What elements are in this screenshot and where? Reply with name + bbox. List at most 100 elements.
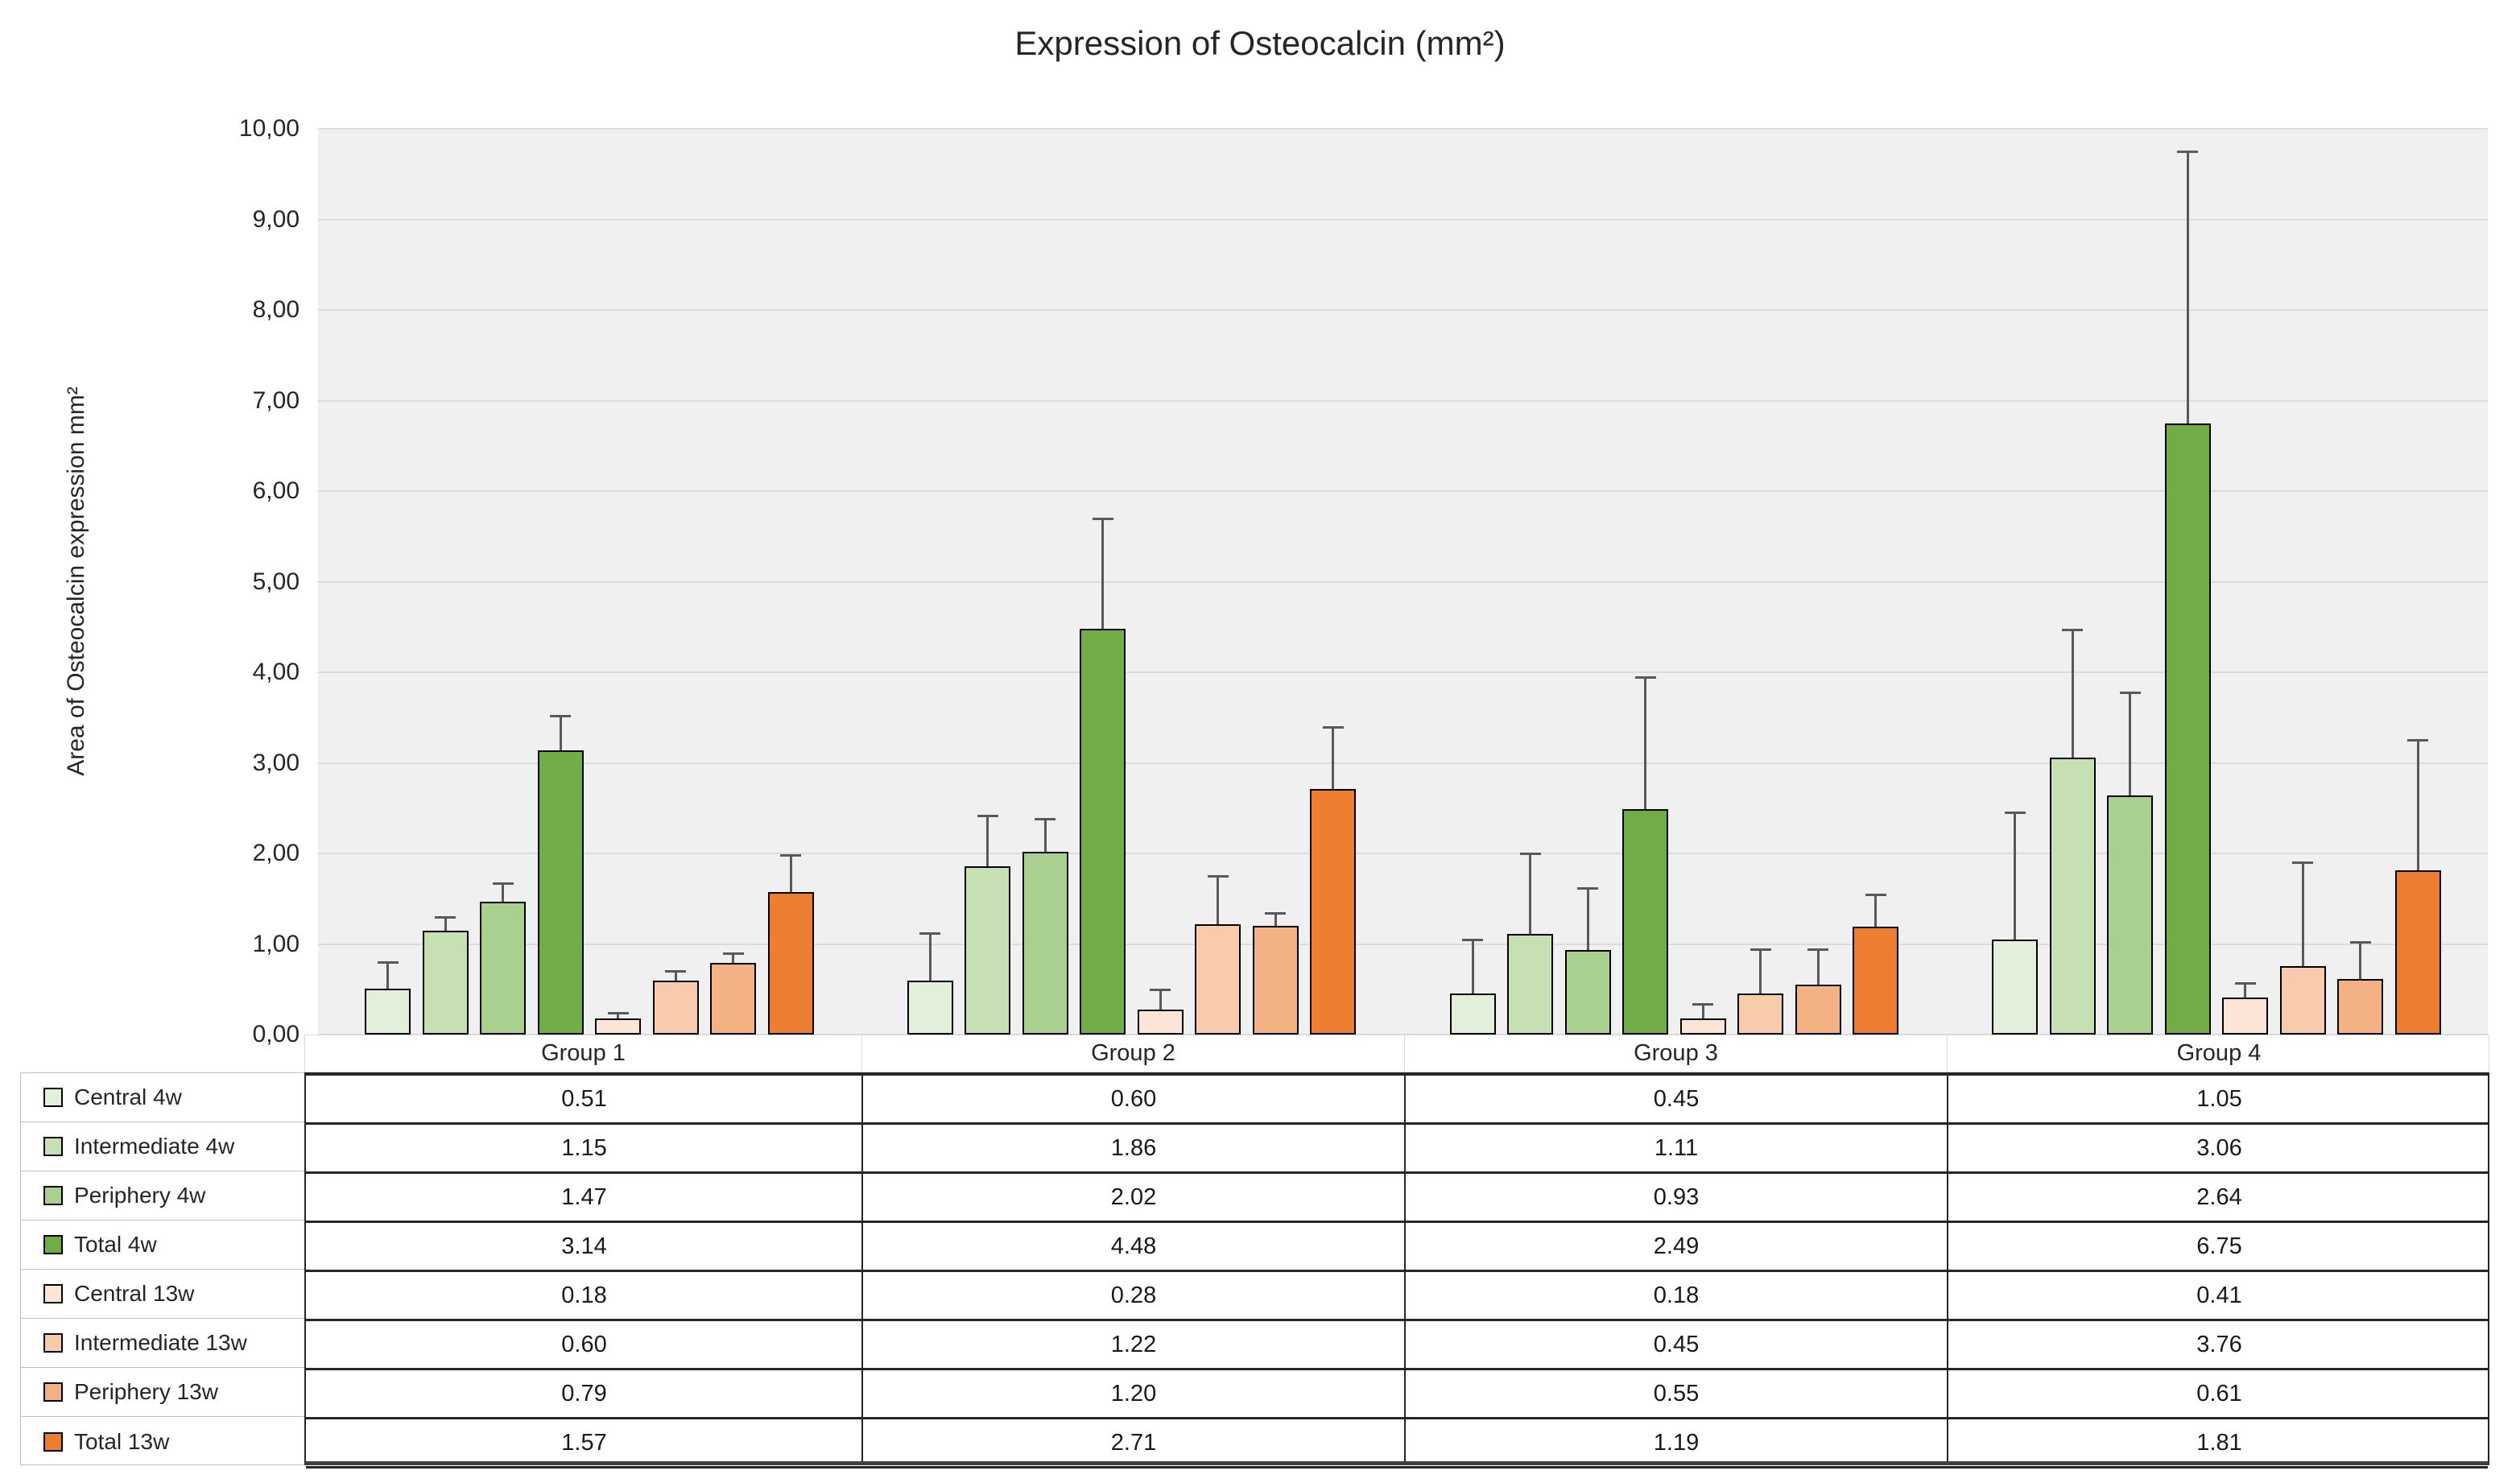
legend-key-swatch-icon <box>43 1382 63 1402</box>
bar-total-13w-group-2[interactable] <box>1310 789 1357 1035</box>
table-value-intermediate-4w-group-1: 1.15 <box>561 1134 607 1161</box>
table-value-periphery-13w-group-4: 0.61 <box>2196 1380 2242 1407</box>
bar-total-13w-group-3[interactable] <box>1853 927 1899 1035</box>
legend-item-periphery-4w[interactable]: Periphery 4w <box>21 1171 304 1221</box>
bar-periphery-13w-group-4[interactable] <box>2337 979 2384 1035</box>
bar-intermediate-4w-group-2[interactable] <box>965 865 1011 1035</box>
error-bar-line <box>674 971 677 981</box>
error-bar-cap <box>1092 517 1113 520</box>
table-column-separator <box>1404 1076 1406 1461</box>
legend-item-total-4w[interactable]: Total 4w <box>21 1221 304 1270</box>
bar-central-13w-group-2[interactable] <box>1137 1009 1184 1035</box>
table-value-central-4w-group-1: 0.51 <box>561 1085 607 1112</box>
table-value-central-13w-group-2: 0.28 <box>1110 1282 1157 1308</box>
legend-key-swatch-icon <box>43 1431 63 1452</box>
legend-item-central-4w[interactable]: Central 4w <box>21 1073 304 1122</box>
bar-intermediate-13w-group-4[interactable] <box>2279 965 2326 1035</box>
table-value-intermediate-4w-group-2: 1.86 <box>1110 1134 1157 1161</box>
legend-item-periphery-13w[interactable]: Periphery 13w <box>21 1368 304 1417</box>
error-bar-line <box>1644 676 1647 809</box>
table-value-periphery-13w-group-1: 0.79 <box>561 1380 607 1407</box>
error-bar-line <box>2359 942 2362 980</box>
error-bar-line <box>1043 819 1047 852</box>
y-tick-label: 6,00 <box>252 477 300 504</box>
bar-total-4w-group-2[interactable] <box>1080 629 1126 1035</box>
bar-periphery-4w-group-2[interactable] <box>1022 851 1068 1035</box>
table-value-total-13w-group-4: 1.81 <box>2196 1429 2242 1456</box>
bar-intermediate-13w-group-2[interactable] <box>1195 923 1241 1035</box>
table-value-periphery-4w-group-2: 2.02 <box>1110 1184 1157 1210</box>
bar-total-4w-group-1[interactable] <box>537 750 584 1035</box>
category-axis-row: Group 1 Group 2 Group 3 Group 4 <box>304 1035 2489 1072</box>
bar-total-13w-group-4[interactable] <box>2394 870 2441 1035</box>
legend-item-central-13w[interactable]: Central 13w <box>21 1270 304 1319</box>
bar-total-13w-group-1[interactable] <box>767 892 814 1035</box>
table-value-intermediate-13w-group-4: 3.76 <box>2196 1331 2242 1357</box>
bar-intermediate-4w-group-1[interactable] <box>422 930 469 1035</box>
bar-periphery-4w-group-4[interactable] <box>2107 795 2154 1035</box>
bar-periphery-13w-group-3[interactable] <box>1795 985 1841 1035</box>
table-column-separator <box>861 1076 863 1461</box>
bar-intermediate-4w-group-4[interactable] <box>2049 757 2096 1035</box>
error-bar-cap <box>1692 1002 1714 1006</box>
error-bar-line <box>1217 876 1220 924</box>
bar-central-4w-group-1[interactable] <box>365 988 411 1035</box>
table-value-total-4w-group-1: 3.14 <box>561 1233 607 1259</box>
chart-legend[interactable]: Central 4w Intermediate 4w Periphery 4w Tot… <box>20 1072 304 1465</box>
legend-key-swatch-icon <box>43 1088 63 1107</box>
error-bar-cap <box>919 932 941 935</box>
bar-periphery-13w-group-2[interactable] <box>1252 926 1299 1035</box>
bar-intermediate-13w-group-1[interactable] <box>652 980 699 1035</box>
legend-item-total-13w[interactable]: Total 13w <box>21 1417 304 1466</box>
gridline <box>318 128 2488 130</box>
bar-total-4w-group-3[interactable] <box>1622 808 1669 1035</box>
legend-item-intermediate-13w[interactable]: Intermediate 13w <box>21 1319 304 1368</box>
table-row-intermediate-13w: 0.60 1.22 0.45 3.76 <box>306 1321 2488 1370</box>
bar-periphery-4w-group-3[interactable] <box>1564 950 1611 1035</box>
table-value-total-13w-group-2: 2.71 <box>1110 1429 1157 1456</box>
table-value-central-13w-group-4: 0.41 <box>2196 1282 2242 1308</box>
bar-intermediate-13w-group-3[interactable] <box>1737 993 1784 1035</box>
table-value-intermediate-13w-group-2: 1.22 <box>1110 1331 1157 1357</box>
plot-area[interactable] <box>318 128 2488 1035</box>
error-bar-line <box>2129 692 2132 795</box>
table-value-intermediate-13w-group-3: 0.45 <box>1653 1331 1700 1357</box>
error-bar-cap <box>1265 912 1287 915</box>
bar-central-13w-group-4[interactable] <box>2222 997 2269 1035</box>
bar-intermediate-4w-group-3[interactable] <box>1507 934 1554 1035</box>
bar-central-4w-group-2[interactable] <box>907 980 953 1035</box>
table-value-central-13w-group-1: 0.18 <box>561 1282 607 1308</box>
y-tick-label: 7,00 <box>252 386 300 414</box>
error-bar-cap <box>1322 725 1344 729</box>
error-bar-line <box>2071 630 2074 758</box>
bar-central-13w-group-1[interactable] <box>595 1018 642 1035</box>
bar-periphery-4w-group-1[interactable] <box>480 901 527 1035</box>
table-value-periphery-4w-group-4: 2.64 <box>2196 1184 2242 1210</box>
error-bar-cap <box>2119 691 2141 694</box>
error-bar-line <box>2014 812 2017 940</box>
error-bar-line <box>1586 887 1589 951</box>
error-bar-cap <box>1207 875 1229 878</box>
table-value-periphery-4w-group-3: 0.93 <box>1653 1184 1700 1210</box>
bar-central-4w-group-3[interactable] <box>1449 993 1496 1035</box>
chart-title[interactable]: Expression of Osteocalcin (mm²) <box>1014 24 1506 62</box>
table-value-total-13w-group-1: 1.57 <box>561 1429 607 1456</box>
legend-label: Periphery 13w <box>74 1379 218 1404</box>
bar-total-4w-group-4[interactable] <box>2164 423 2211 1035</box>
bar-periphery-13w-group-1[interactable] <box>710 963 757 1035</box>
table-row-periphery-13w: 0.79 1.20 0.55 0.61 <box>306 1370 2488 1419</box>
legend-item-intermediate-4w[interactable]: Intermediate 4w <box>21 1122 304 1171</box>
error-bar-cap <box>2177 151 2199 154</box>
error-bar-cap <box>780 854 802 857</box>
error-bar-line <box>732 952 735 964</box>
error-bar-line <box>928 933 932 981</box>
error-bar-line <box>1332 726 1335 790</box>
legend-label: Intermediate 4w <box>74 1134 235 1159</box>
bar-central-13w-group-3[interactable] <box>1679 1018 1726 1035</box>
category-label-group-4: Group 4 <box>1947 1035 2490 1072</box>
bar-central-4w-group-4[interactable] <box>1992 939 2039 1035</box>
chart-data-table[interactable]: 0.51 0.60 0.45 1.05 1.15 1.86 1.11 3.06 1.47 2.02… <box>304 1072 2489 1469</box>
legend-label: Intermediate 13w <box>74 1330 247 1355</box>
legend-key-swatch-icon <box>43 1137 63 1156</box>
error-bar-cap <box>665 970 687 973</box>
